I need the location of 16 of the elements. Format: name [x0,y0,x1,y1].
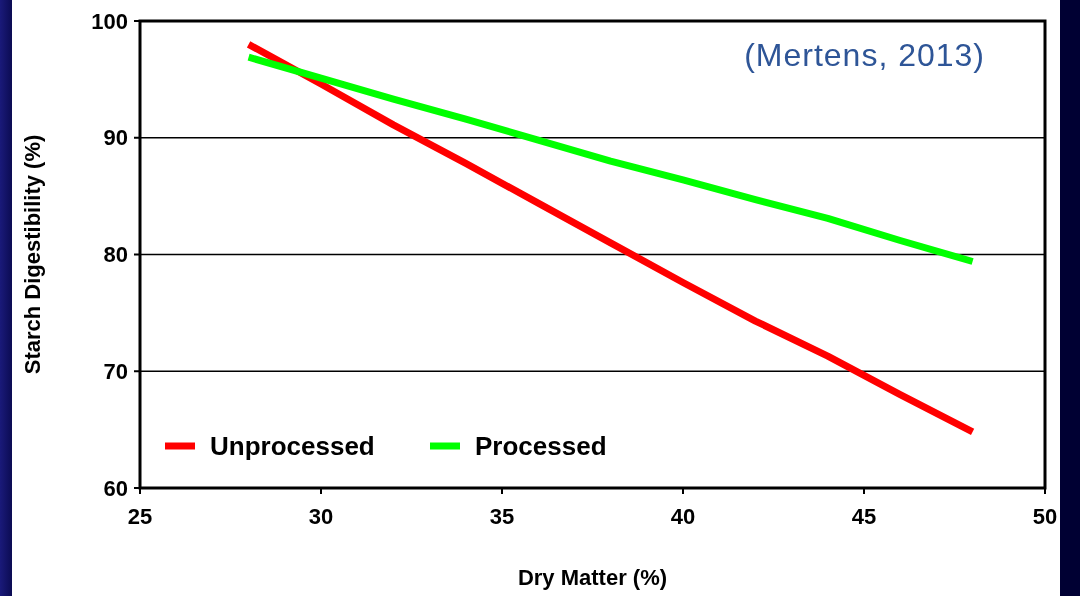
legend-label: Unprocessed [210,431,375,461]
x-tick-label: 45 [851,504,877,529]
y-tick-label: 70 [103,358,128,384]
x-tick-label: 35 [489,504,515,529]
y-tick-label: 60 [103,475,128,501]
y-tick-label: 80 [103,242,128,267]
x-tick-label: 40 [670,504,696,529]
x-tick-label: 30 [308,504,334,529]
y-tick-label: 100 [91,8,128,34]
x-tick-label: 25 [127,504,153,529]
x-axis-title: Dry Matter (%) [517,565,668,590]
x-tick-label: 50 [1032,504,1058,529]
legend-label: Processed [475,431,607,461]
y-axis-title: Starch Digestibility (%) [20,134,45,375]
y-tick-label: 90 [103,125,128,151]
annotation: (Mertens, 2013) [744,37,985,73]
